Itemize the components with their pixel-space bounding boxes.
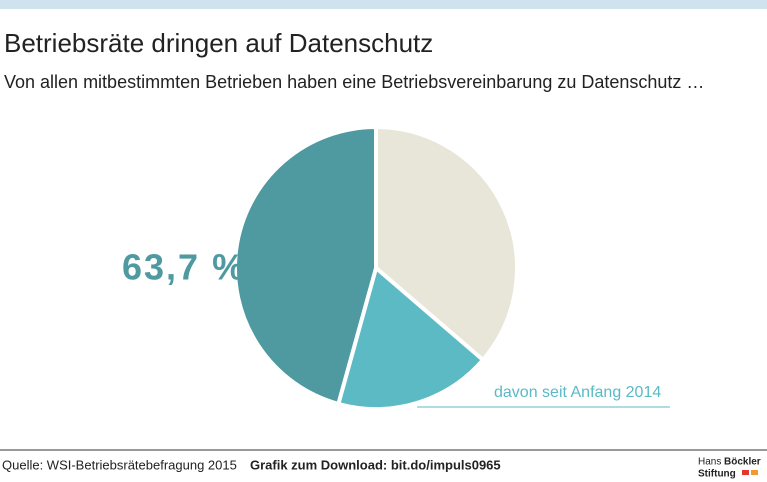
pie-slice xyxy=(374,124,519,363)
pie xyxy=(233,124,519,411)
logo-text: Böckler xyxy=(724,457,761,468)
pie-slice xyxy=(335,264,486,411)
annotation: 63,7 % xyxy=(122,247,246,288)
source: Quelle: WSI-Betriebsrätebefragung 2015 xyxy=(2,457,237,472)
top-bar xyxy=(0,0,767,9)
pie-slice xyxy=(233,124,378,407)
chart-title: Betriebsräte dringen auf Datenschutz xyxy=(4,28,433,58)
logo-text: Stiftung xyxy=(698,469,736,480)
logo-text: Hans xyxy=(698,457,721,468)
download: Grafik zum Download: bit.do/impuls0965 xyxy=(250,457,501,472)
logo-mark xyxy=(742,470,749,475)
chart-subtitle: Von allen mitbestimmten Betrieben haben … xyxy=(4,72,704,92)
logo-mark xyxy=(751,470,758,475)
slice-label: davon seit Anfang 2014 xyxy=(494,384,661,401)
